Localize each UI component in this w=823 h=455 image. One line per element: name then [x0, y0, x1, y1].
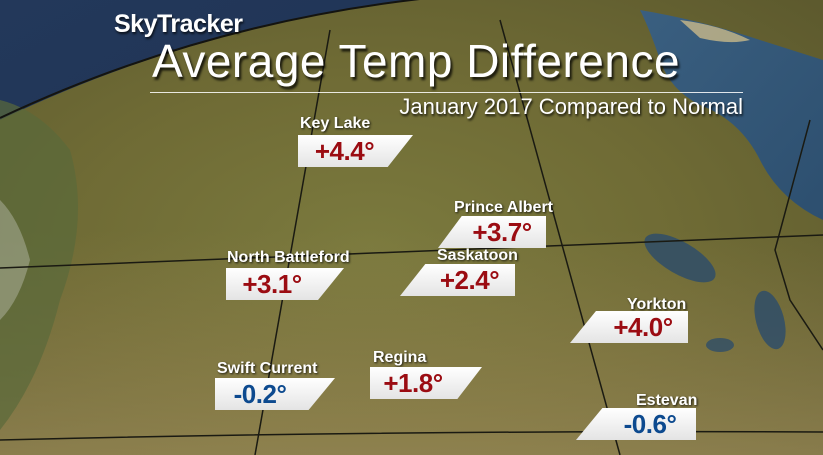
temp-value: +4.0°: [613, 311, 673, 342]
value-box: +4.4°: [298, 135, 413, 167]
station-name: Prince Albert: [454, 199, 553, 216]
temp-value: +2.4°: [439, 264, 500, 295]
temp-value: +1.8°: [383, 367, 443, 398]
temp-value: -0.6°: [623, 408, 677, 439]
station-name: Yorkton: [627, 296, 687, 313]
temp-value: +3.7°: [472, 216, 532, 247]
station-name: Key Lake: [300, 115, 371, 132]
station-name: Regina: [373, 349, 427, 366]
value-box: +1.8°: [370, 367, 482, 399]
station-name: Saskatoon: [437, 247, 518, 264]
temp-value: +3.1°: [242, 268, 302, 299]
value-box: +4.0°: [570, 311, 688, 343]
station-name: North Battleford: [227, 249, 350, 266]
page-title: Average Temp Difference: [152, 35, 681, 87]
temp-value: +4.4°: [314, 135, 375, 166]
brand-logo: SkyTracker: [114, 10, 243, 38]
title-divider: [150, 92, 743, 93]
station-name: Estevan: [636, 392, 698, 409]
value-box: +2.4°: [400, 264, 515, 296]
station-name: Swift Current: [217, 360, 318, 377]
page-subtitle: January 2017 Compared to Normal: [399, 94, 743, 119]
temp-value: -0.2°: [233, 378, 287, 409]
